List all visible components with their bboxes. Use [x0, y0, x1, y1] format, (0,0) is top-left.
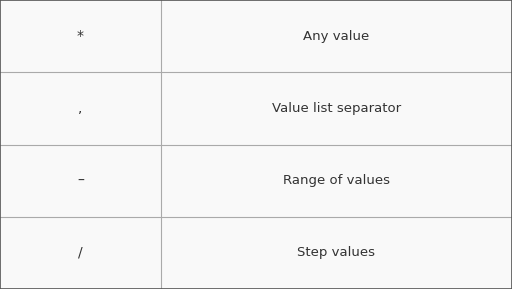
Bar — [0, 72, 161, 144]
Text: Any value: Any value — [303, 30, 370, 42]
Text: Range of values: Range of values — [283, 174, 390, 187]
Bar — [0, 0, 161, 72]
Bar — [161, 144, 512, 217]
Bar — [0, 217, 161, 289]
Text: *: * — [77, 29, 84, 43]
Text: Value list separator: Value list separator — [272, 102, 401, 115]
Bar — [0, 144, 161, 217]
Text: Step values: Step values — [297, 247, 375, 259]
Text: /: / — [78, 246, 83, 260]
Bar — [161, 0, 512, 72]
Text: ,: , — [78, 101, 82, 115]
Bar — [161, 72, 512, 144]
Bar — [161, 217, 512, 289]
Text: –: – — [77, 174, 84, 188]
